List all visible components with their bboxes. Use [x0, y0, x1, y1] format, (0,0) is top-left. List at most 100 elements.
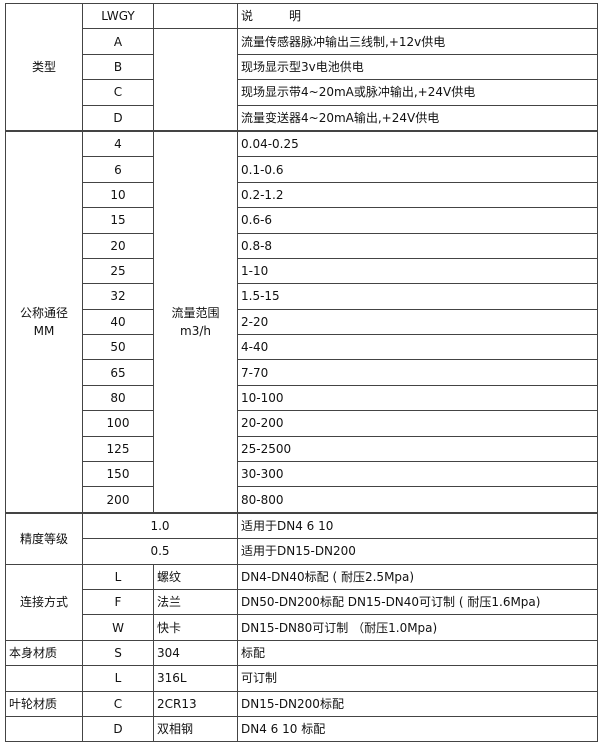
table-row: 100 20-200 [6, 410, 598, 437]
table-row: 连接方式 L 螺纹 DN4-DN40标配 ( 耐压2.5Mpa) [5, 563, 598, 641]
connection-name: 快卡 [153, 614, 238, 641]
connection-description: DN50-DN200标配 DN15-DN40可订制 ( 耐压1.6Mpa) [237, 588, 598, 616]
type-description: 现场显示型3v电池供电 [237, 53, 598, 81]
connection-description: DN4-DN40标配 ( 耐压2.5Mpa) [237, 563, 598, 590]
type-code: C [82, 79, 154, 106]
table-row: L 316L 可订制 [5, 665, 598, 692]
empty-cell [5, 665, 83, 692]
type-description: 流量变送器4~20mA输出,+24V供电 [237, 104, 598, 132]
connection-name: 法兰 [153, 588, 238, 616]
material-code: L [82, 665, 154, 692]
table-row: W 快卡 DN15-DN80可订制 （耐压1.0Mpa) [6, 614, 598, 641]
table-row: 0.5 适用于DN15-DN200 [6, 538, 598, 565]
flow-range: 7-70 [237, 359, 598, 386]
flow-range-label-line1: 流量范围 [171, 305, 220, 320]
table-row: 15 0.6-6 [6, 207, 598, 234]
material-description: 可订制 [237, 665, 598, 692]
flow-range: 2-20 [237, 308, 598, 336]
table-row: 精度等级 1.0 适用于DN4 6 10 [5, 511, 598, 565]
flow-range: 10-100 [237, 384, 598, 412]
accuracy-label: 精度等级 [5, 511, 83, 565]
diameter-unit: MM [33, 323, 55, 338]
table-row: 32 1.5-15 [6, 283, 598, 310]
material-name: 316L [153, 665, 238, 692]
flow-range: 80-800 [237, 486, 598, 514]
flow-range: 1.5-15 [237, 283, 598, 310]
connection-code: W [82, 614, 154, 641]
nominal-diameter: 20 [82, 232, 154, 259]
nominal-diameter: 10 [82, 181, 154, 209]
connection-code: L [82, 563, 154, 590]
nominal-diameter: 25 [82, 257, 154, 285]
empty-cell [153, 28, 238, 132]
flow-range: 4-40 [237, 334, 598, 361]
table-row: 本身材质 S 304 标配 [5, 639, 598, 667]
nominal-diameter: 4 [82, 129, 154, 158]
material-code: D [82, 715, 154, 743]
nominal-diameter: 125 [82, 435, 154, 463]
table-row: 125 25-2500 [6, 435, 598, 463]
table-row: 40 2-20 [6, 308, 598, 336]
type-code: A [82, 28, 154, 55]
material-name: 2CR13 [153, 690, 238, 717]
type-description: 流量传感器脉冲输出三线制,+12v供电 [237, 28, 598, 55]
model-code-header: LWGY [82, 2, 154, 30]
flow-range: 0.2-1.2 [237, 181, 598, 209]
type-code: B [82, 53, 154, 81]
flow-range: 0.1-0.6 [237, 156, 598, 183]
material-description: 标配 [237, 639, 598, 667]
connection-description: DN15-DN80可订制 （耐压1.0Mpa) [237, 614, 598, 641]
flow-range: 0.8-8 [237, 232, 598, 259]
table-row: A 流量传感器脉冲输出三线制,+12v供电 [6, 28, 598, 132]
nominal-diameter: 15 [82, 207, 154, 234]
type-description: 现场显示带4~20mA或脉冲输出,+24V供电 [237, 79, 598, 106]
nominal-diameter: 50 [82, 334, 154, 361]
flow-range: 1-10 [237, 257, 598, 285]
connection-name: 螺纹 [153, 563, 238, 590]
nominal-diameter: 200 [82, 486, 154, 514]
material-description: DN4 6 10 标配 [237, 715, 598, 743]
nominal-diameter: 65 [82, 359, 154, 386]
body-material-label: 本身材质 [5, 639, 83, 667]
table-row: 类型 LWGY 说 明 [5, 2, 598, 132]
table-row: 10 0.2-1.2 [6, 181, 598, 209]
lwgy-model-selection-table: 类型 LWGY 说 明 A 流量传感器脉冲输出三线制,+12v供电 B 现场显示型3v电池供… [5, 2, 598, 743]
nominal-diameter: 80 [82, 384, 154, 412]
type-label: 类型 [5, 2, 83, 132]
flow-range: 0.04-0.25 [237, 129, 598, 158]
nominal-diameter: 150 [82, 461, 154, 488]
diameter-label: 公称通径 MM [5, 129, 83, 514]
table-row: 25 1-10 [6, 257, 598, 285]
accuracy-grade: 0.5 [82, 538, 238, 565]
empty-cell [153, 2, 238, 30]
table-row: 公称通径 MM 4 流量范围 m3/h 0.04-0.25 [5, 129, 598, 514]
nominal-diameter: 32 [82, 283, 154, 310]
flow-range-label: 流量范围 m3/h [153, 129, 238, 514]
description-header: 说 明 [237, 2, 598, 30]
table-row: 6 0.1-0.6 [6, 156, 598, 183]
material-code: S [82, 639, 154, 667]
table-row: 50 4-40 [6, 334, 598, 361]
type-code: D [82, 104, 154, 132]
material-name: 双相钢 [153, 715, 238, 743]
connection-label: 连接方式 [5, 563, 83, 641]
table-row: 叶轮材质 C 2CR13 DN15-DN200标配 [5, 690, 598, 717]
flow-range: 20-200 [237, 410, 598, 437]
nominal-diameter: 100 [82, 410, 154, 437]
material-code: C [82, 690, 154, 717]
table-row: 80 10-100 [6, 384, 598, 412]
table-row: B 现场显示型3v电池供电 [6, 53, 598, 81]
flow-range-unit: m3/h [180, 323, 211, 338]
table-row: D 双相钢 DN4 6 10 标配 [5, 715, 598, 743]
accuracy-grade: 1.0 [82, 511, 238, 540]
diameter-label-line1: 公称通径 [19, 305, 68, 320]
table-row: D 流量变送器4~20mA输出,+24V供电 [6, 104, 598, 132]
table-row: C 现场显示带4~20mA或脉冲输出,+24V供电 [6, 79, 598, 106]
flow-range: 25-2500 [237, 435, 598, 463]
empty-cell [5, 715, 83, 743]
connection-code: F [82, 588, 154, 616]
table-row: 200 80-800 [6, 486, 598, 514]
material-description: DN15-DN200标配 [237, 690, 598, 717]
table-row: 20 0.8-8 [6, 232, 598, 259]
material-name: 304 [153, 639, 238, 667]
